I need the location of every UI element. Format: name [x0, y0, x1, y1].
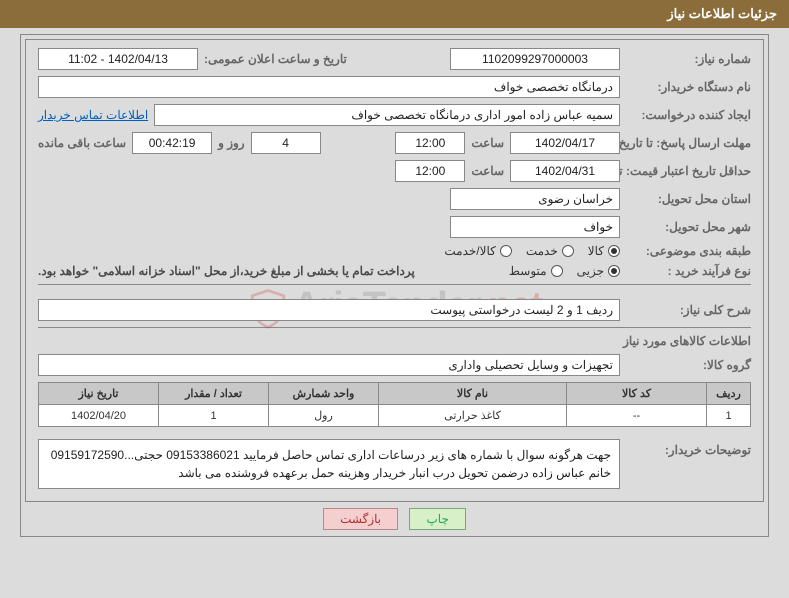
- radio-label: کالا: [588, 244, 604, 258]
- field-announce-datetime: 1402/04/13 - 11:02: [38, 48, 198, 70]
- field-deadline-time: 12:00: [395, 132, 465, 154]
- field-summary: ردیف 1 و 2 لیست درخواستی پیوست: [38, 299, 620, 321]
- watermark-region: AriaTender.net شرح کلی نیاز: ردیف 1 و 2 …: [38, 291, 751, 321]
- label-need-number: شماره نیاز:: [626, 52, 751, 66]
- section-items-title: اطلاعات کالاهای مورد نیاز: [38, 334, 751, 348]
- th-code: کد کالا: [567, 383, 707, 405]
- payment-note: پرداخت تمام یا بخشی از مبلغ خرید،از محل …: [38, 264, 415, 278]
- table-header-row: ردیف کد کالا نام کالا واحد شمارش تعداد /…: [39, 383, 751, 405]
- label-category: طبقه بندی موضوعی:: [626, 244, 751, 258]
- cell-qty: 1: [159, 405, 269, 427]
- radio-category-goods[interactable]: کالا: [588, 244, 620, 258]
- row-deadline: مهلت ارسال پاسخ: تا تاریخ: 1402/04/17 سا…: [38, 132, 751, 154]
- th-qty: تعداد / مقدار: [159, 383, 269, 405]
- row-province: استان محل تحویل: خراسان رضوی: [38, 188, 751, 210]
- label-buyer-notes: توضیحات خریدار:: [626, 433, 751, 457]
- label-city: شهر محل تحویل:: [626, 220, 751, 234]
- items-table: ردیف کد کالا نام کالا واحد شمارش تعداد /…: [38, 382, 751, 427]
- radio-group-category: کالا خدمت کالا/خدمت: [444, 244, 620, 258]
- radio-icon: [551, 265, 563, 277]
- label-validity: حداقل تاریخ اعتبار قیمت: تا تاریخ:: [626, 164, 751, 178]
- th-unit: واحد شمارش: [269, 383, 379, 405]
- row-purchase-type: نوع فرآیند خرید : جزیی متوسط پرداخت تمام…: [38, 264, 751, 278]
- label-days-and: روز و: [218, 136, 245, 150]
- radio-purchase-minor[interactable]: جزیی: [577, 264, 620, 278]
- radio-icon: [608, 245, 620, 257]
- label-goods-group: گروه کالا:: [626, 358, 751, 372]
- radio-category-service[interactable]: خدمت: [526, 244, 574, 258]
- row-buyer-notes: توضیحات خریدار: جهت هرگونه سوال با شماره…: [38, 433, 751, 489]
- label-requester: ایجاد کننده درخواست:: [626, 108, 751, 122]
- print-button[interactable]: چاپ: [409, 508, 465, 530]
- back-button[interactable]: بازگشت: [323, 508, 398, 530]
- page-title: جزئیات اطلاعات نیاز: [667, 6, 777, 21]
- label-purchase-type: نوع فرآیند خرید :: [626, 264, 751, 278]
- row-need-number: شماره نیاز: 1102099297000003 تاریخ و ساع…: [38, 48, 751, 70]
- label-announce-datetime: تاریخ و ساعت اعلان عمومی:: [204, 52, 347, 66]
- field-need-number: 1102099297000003: [450, 48, 620, 70]
- field-goods-group: تجهیزات و وسایل تحصیلی واداری: [38, 354, 620, 376]
- cell-row: 1: [707, 405, 751, 427]
- radio-icon: [562, 245, 574, 257]
- row-validity: حداقل تاریخ اعتبار قیمت: تا تاریخ: 1402/…: [38, 160, 751, 182]
- radio-group-purchase: جزیی متوسط: [509, 264, 620, 278]
- radio-label: جزیی: [577, 264, 604, 278]
- field-days-remaining: 4: [251, 132, 321, 154]
- field-province: خراسان رضوی: [450, 188, 620, 210]
- field-validity-time: 12:00: [395, 160, 465, 182]
- outer-frame: شماره نیاز: 1102099297000003 تاریخ و ساع…: [20, 34, 769, 537]
- radio-icon: [608, 265, 620, 277]
- radio-icon: [500, 245, 512, 257]
- radio-purchase-medium[interactable]: متوسط: [509, 264, 563, 278]
- cell-date: 1402/04/20: [39, 405, 159, 427]
- th-name: نام کالا: [379, 383, 567, 405]
- row-category: طبقه بندی موضوعی: کالا خدمت کالا/خدمت: [38, 244, 751, 258]
- field-requester: سمیه عباس زاده امور اداری درمانگاه تخصصی…: [154, 104, 620, 126]
- field-time-remaining: 00:42:19: [132, 132, 212, 154]
- table-row: 1 -- کاغذ حرارتی رول 1 1402/04/20: [39, 405, 751, 427]
- label-time-1: ساعت: [471, 136, 504, 150]
- link-buyer-contact[interactable]: اطلاعات تماس خریدار: [38, 108, 148, 122]
- radio-label: کالا/خدمت: [444, 244, 495, 258]
- main-panel: شماره نیاز: 1102099297000003 تاریخ و ساع…: [25, 39, 764, 502]
- field-city: خواف: [450, 216, 620, 238]
- row-goods-group: گروه کالا: تجهیزات و وسایل تحصیلی واداری: [38, 354, 751, 376]
- label-remaining: ساعت باقی مانده: [38, 136, 126, 150]
- button-row: چاپ بازگشت: [25, 508, 764, 530]
- radio-category-both[interactable]: کالا/خدمت: [444, 244, 511, 258]
- page-title-bar: جزئیات اطلاعات نیاز: [0, 0, 789, 28]
- divider-2: [38, 327, 751, 328]
- row-city: شهر محل تحویل: خواف: [38, 216, 751, 238]
- row-buyer-org: نام دستگاه خریدار: درمانگاه تخصصی خواف: [38, 76, 751, 98]
- label-province: استان محل تحویل:: [626, 192, 751, 206]
- field-buyer-org: درمانگاه تخصصی خواف: [38, 76, 620, 98]
- label-buyer-org: نام دستگاه خریدار:: [626, 80, 751, 94]
- row-requester: ایجاد کننده درخواست: سمیه عباس زاده امور…: [38, 104, 751, 126]
- radio-label: متوسط: [509, 264, 547, 278]
- cell-name: کاغذ حرارتی: [379, 405, 567, 427]
- cell-code: --: [567, 405, 707, 427]
- radio-label: خدمت: [526, 244, 558, 258]
- divider-1: [38, 284, 751, 285]
- field-buyer-notes: جهت هرگونه سوال با شماره های زیر درساعات…: [38, 439, 620, 489]
- label-summary: شرح کلی نیاز:: [626, 303, 751, 317]
- label-time-2: ساعت: [471, 164, 504, 178]
- th-row: ردیف: [707, 383, 751, 405]
- cell-unit: رول: [269, 405, 379, 427]
- label-deadline: مهلت ارسال پاسخ: تا تاریخ:: [626, 136, 751, 150]
- th-date: تاریخ نیاز: [39, 383, 159, 405]
- field-deadline-date: 1402/04/17: [510, 132, 620, 154]
- field-validity-date: 1402/04/31: [510, 160, 620, 182]
